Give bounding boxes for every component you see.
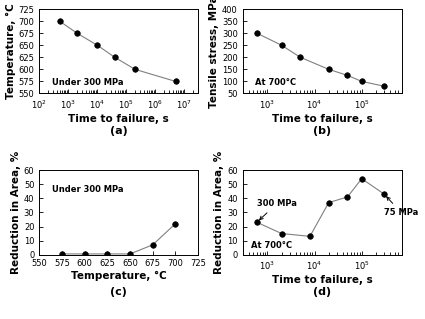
X-axis label: Time to failure, s: Time to failure, s: [272, 114, 372, 123]
X-axis label: Temperature, °C: Temperature, °C: [71, 271, 167, 281]
Y-axis label: Reduction in Area, %: Reduction in Area, %: [215, 151, 224, 274]
Text: (a): (a): [110, 126, 128, 136]
Text: Under 300 MPa: Under 300 MPa: [52, 185, 124, 194]
Text: (b): (b): [313, 126, 331, 136]
Text: At 700°C: At 700°C: [251, 241, 292, 250]
Text: 75 MPa: 75 MPa: [384, 197, 419, 217]
Text: (d): (d): [313, 287, 331, 297]
X-axis label: Time to failure, s: Time to failure, s: [68, 114, 169, 123]
X-axis label: Time to failure, s: Time to failure, s: [272, 275, 372, 285]
Text: 300 MPa: 300 MPa: [257, 199, 297, 220]
Text: (c): (c): [110, 287, 127, 297]
Y-axis label: Reduction in Area, %: Reduction in Area, %: [11, 151, 21, 274]
Y-axis label: Temperature, °C: Temperature, °C: [6, 4, 16, 99]
Text: At 700°C: At 700°C: [255, 78, 297, 87]
Text: Under 300 MPa: Under 300 MPa: [52, 78, 124, 87]
Y-axis label: Tensile stress, MPa: Tensile stress, MPa: [209, 0, 219, 108]
